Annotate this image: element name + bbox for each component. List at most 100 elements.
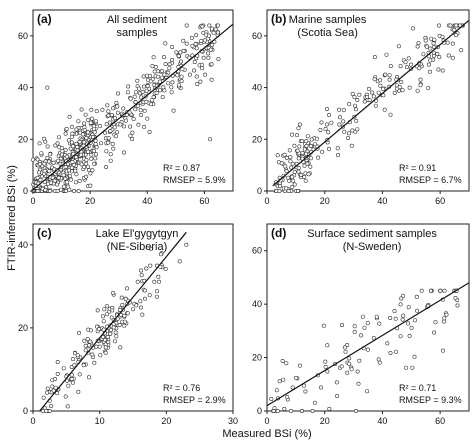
data-point <box>55 371 60 376</box>
data-point <box>306 172 311 177</box>
data-point <box>145 116 150 121</box>
data-point <box>83 348 88 353</box>
data-point <box>407 333 412 338</box>
data-point <box>284 169 289 174</box>
data-point <box>406 321 411 326</box>
x-tick-label: 60 <box>435 196 445 206</box>
data-point <box>290 178 295 183</box>
data-point <box>401 293 406 298</box>
x-tick-label: 20 <box>85 196 95 206</box>
data-point <box>63 394 68 399</box>
y-tick-label: 40 <box>252 299 262 309</box>
data-point <box>209 77 214 82</box>
x-tick-label: 60 <box>199 196 209 206</box>
data-point <box>170 57 175 62</box>
data-point <box>113 134 118 139</box>
data-point <box>404 365 409 370</box>
data-point <box>89 107 94 112</box>
data-point <box>95 324 100 329</box>
data-point <box>318 128 323 133</box>
data-point <box>325 343 330 348</box>
data-point <box>155 294 160 299</box>
data-point <box>116 91 121 96</box>
y-tick-label: 40 <box>252 83 262 93</box>
data-point <box>347 361 352 366</box>
data-point <box>335 393 340 398</box>
data-point <box>445 40 450 45</box>
data-point <box>144 88 149 93</box>
data-point <box>377 360 382 365</box>
data-point <box>215 30 220 35</box>
data-point <box>151 55 156 60</box>
data-point <box>70 131 75 136</box>
data-point <box>111 106 116 111</box>
data-point <box>316 155 321 160</box>
data-point <box>140 90 145 95</box>
data-point <box>66 383 71 388</box>
data-point <box>109 315 114 320</box>
data-point <box>83 343 88 348</box>
data-point <box>153 64 158 69</box>
data-point <box>297 144 302 149</box>
data-point <box>94 152 99 157</box>
data-point <box>48 180 53 185</box>
data-point <box>85 164 90 169</box>
data-point <box>66 184 71 189</box>
data-point <box>119 295 124 300</box>
data-point <box>300 151 305 156</box>
data-point <box>436 67 441 72</box>
data-point <box>421 52 426 57</box>
data-point <box>277 184 282 189</box>
y-axis-label: FTIR-inferred BSi (%) <box>6 165 18 271</box>
data-point <box>286 189 291 194</box>
data-point <box>387 73 392 78</box>
panel-label: (d) <box>271 226 286 240</box>
data-point <box>207 33 212 38</box>
data-point <box>106 140 111 145</box>
data-point <box>86 149 91 154</box>
data-point <box>398 302 403 307</box>
data-point <box>304 139 309 144</box>
plot-frame <box>32 223 234 412</box>
data-point <box>398 64 403 69</box>
x-tick-label: 20 <box>161 416 171 426</box>
data-point <box>313 142 318 147</box>
data-point <box>125 286 130 291</box>
data-point <box>216 57 221 62</box>
panel-d: 0 20 40 60 0 20 40 60 (d) Surface sediment sample… <box>252 223 470 426</box>
data-point <box>138 108 143 113</box>
x-tick-label: 0 <box>264 416 269 426</box>
data-point <box>324 122 329 127</box>
data-point <box>271 408 276 413</box>
data-point <box>105 304 110 309</box>
data-point <box>139 113 144 118</box>
data-point <box>281 377 286 382</box>
data-point <box>303 171 308 176</box>
data-point <box>362 325 367 330</box>
data-point <box>45 144 50 149</box>
data-point <box>288 408 293 413</box>
data-point <box>409 325 414 330</box>
rmsep-label: RMSEP = 5.9% <box>163 175 226 185</box>
data-point <box>203 38 208 43</box>
data-point <box>106 113 111 118</box>
data-point <box>337 115 342 120</box>
data-point <box>440 68 445 73</box>
data-point <box>67 138 72 143</box>
data-point <box>446 53 451 58</box>
data-point <box>161 85 166 90</box>
data-point <box>103 337 108 342</box>
data-point <box>115 110 120 115</box>
data-point <box>350 92 355 97</box>
data-point <box>160 95 165 100</box>
data-point <box>412 318 417 323</box>
data-point <box>35 157 40 162</box>
data-point <box>319 120 324 125</box>
x-tick-label: 40 <box>377 196 387 206</box>
data-point <box>342 129 347 134</box>
data-point <box>339 364 344 369</box>
data-point <box>302 147 307 152</box>
data-point <box>95 308 100 313</box>
data-point <box>88 183 93 188</box>
data-point <box>392 309 397 314</box>
